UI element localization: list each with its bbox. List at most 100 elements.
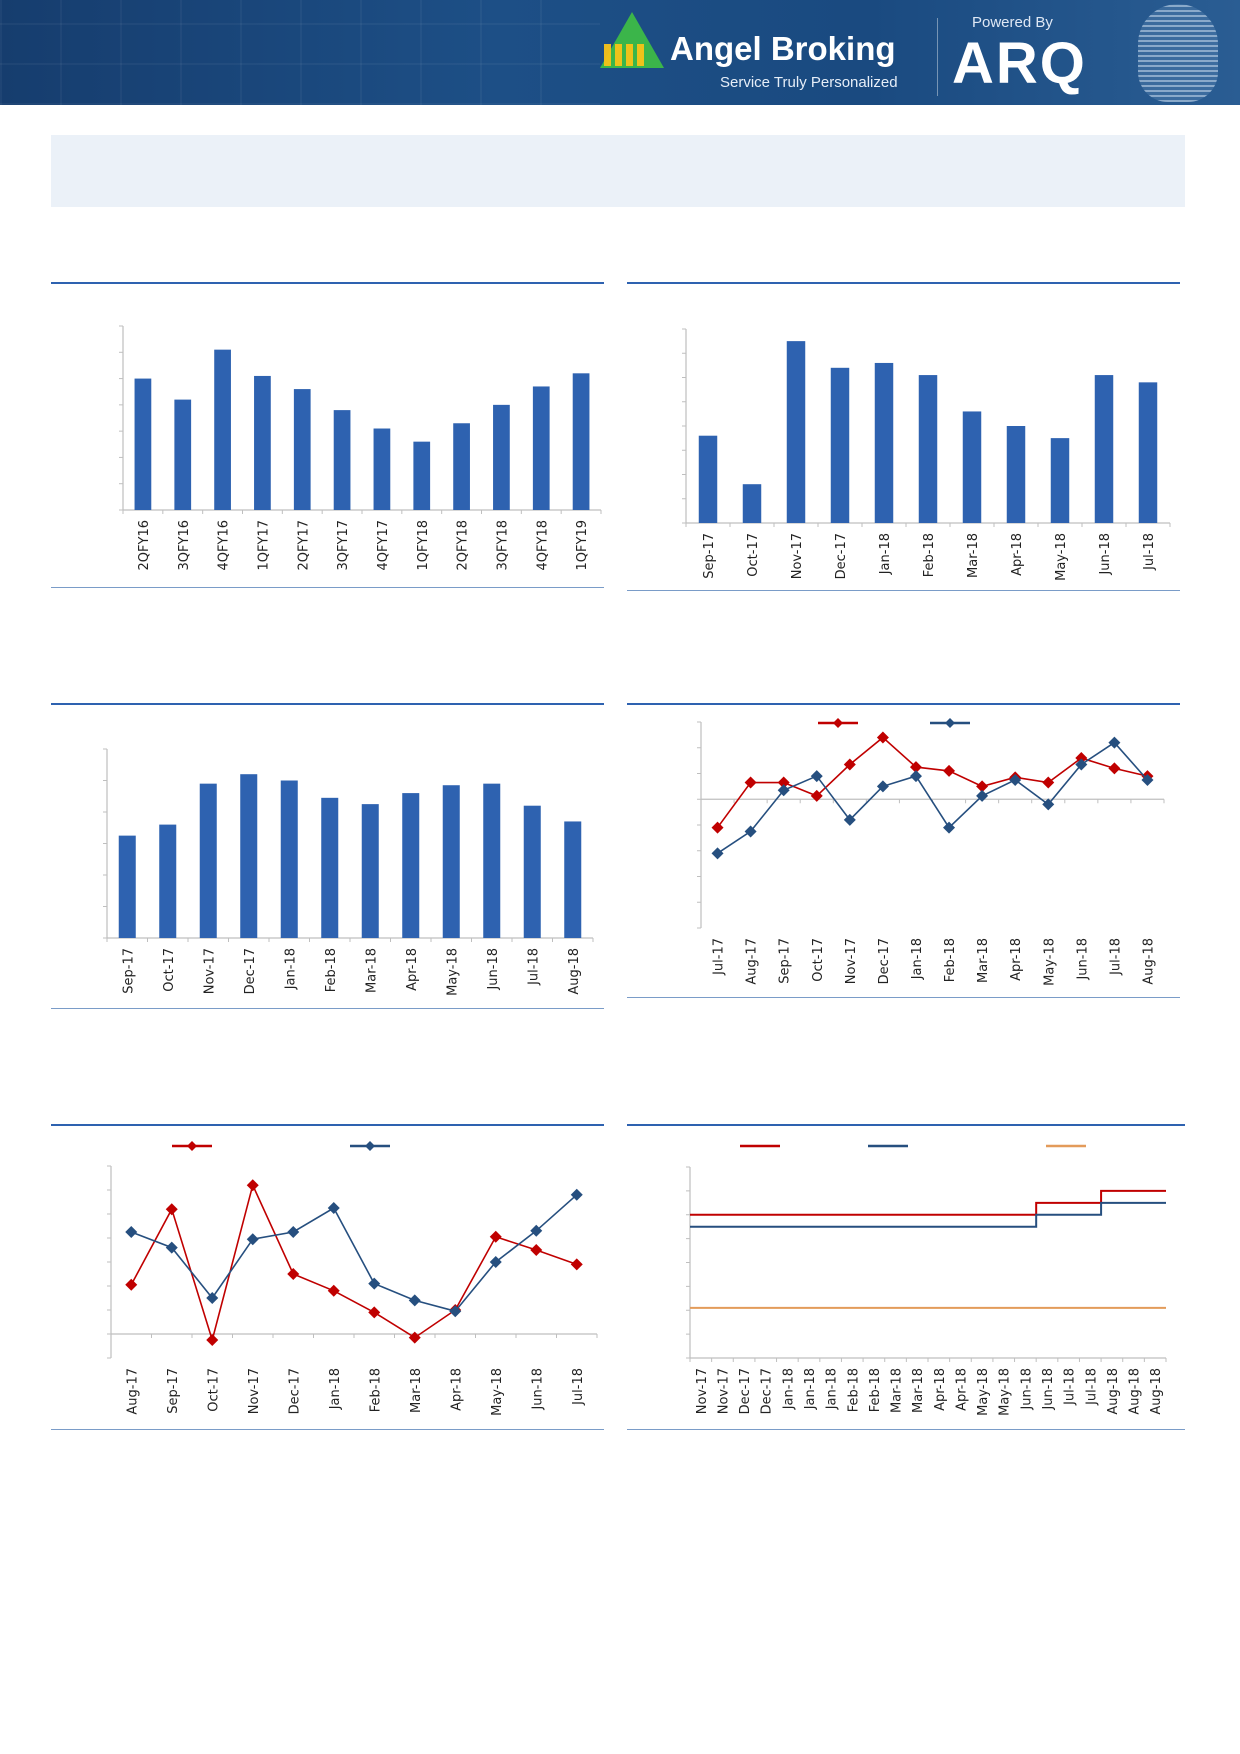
data-point-marker (711, 847, 724, 860)
x-tick-label: Dec-17 (738, 1368, 753, 1414)
x-tick-label: Dec-17 (834, 533, 849, 579)
x-tick-label: May-18 (1054, 533, 1069, 581)
series-line (690, 1189, 1166, 1216)
bar (293, 389, 311, 510)
data-point-marker (976, 789, 989, 802)
data-point-marker (530, 1224, 543, 1237)
data-point-marker (843, 758, 856, 771)
bar (199, 783, 217, 938)
x-tick-label: 3QFY18 (495, 520, 510, 570)
data-point-marker (777, 776, 790, 789)
x-tick-label: Dec-17 (760, 1368, 775, 1414)
x-tick-label: Apr-18 (449, 1368, 464, 1411)
x-tick-label: Oct-17 (746, 533, 761, 577)
panel-6-bottom-rule (627, 1429, 1185, 1430)
data-point-marker (909, 770, 922, 783)
series-line (717, 741, 1149, 854)
x-tick-label: 2QFY16 (137, 520, 152, 570)
arq-logo: ARQ (952, 31, 1087, 96)
panel-5-top-rule (51, 1124, 604, 1126)
bar (373, 428, 391, 510)
data-point-marker (287, 1268, 300, 1280)
x-tick-label: Jul-18 (1142, 533, 1157, 571)
x-tick-label: Sep-17 (778, 938, 793, 984)
bar (413, 441, 431, 510)
x-tick-label: Jun-18 (1098, 533, 1113, 576)
x-tick-label: Dec-17 (877, 938, 892, 984)
x-tick-label: Apr-18 (1009, 938, 1024, 981)
bar (159, 824, 177, 938)
legend-marker (187, 1141, 197, 1151)
panel-4-top-rule (627, 703, 1180, 705)
bar (786, 341, 806, 523)
x-tick-label: Feb-18 (846, 1368, 861, 1412)
bar (1138, 382, 1158, 523)
data-point-marker (810, 770, 823, 783)
logo-dots-icon (604, 44, 648, 66)
page-header: Angel Broking Service Truly Personalized… (0, 0, 1240, 105)
x-tick-label: Jul-18 (1084, 1368, 1099, 1406)
x-tick-label: Feb-18 (943, 938, 958, 982)
x-tick-label: Jan-18 (781, 1368, 796, 1410)
x-tick-label: 1QFY18 (416, 520, 431, 570)
bar (564, 821, 582, 938)
bar (918, 375, 938, 523)
bar (240, 774, 258, 938)
data-point-marker (943, 764, 956, 777)
x-tick-label: Jan-18 (803, 1368, 818, 1410)
x-tick-label: Mar-18 (890, 1368, 905, 1413)
x-tick-label: Aug-17 (745, 938, 760, 985)
x-tick-label: Jul-18 (571, 1368, 586, 1406)
data-point-marker (1108, 762, 1121, 775)
chart-2: Sep-17 Oct-17 Nov-17 Dec-17 Jan-18 Feb-18 Mar-… (682, 328, 1171, 581)
bar (361, 804, 379, 938)
data-point-marker (1075, 758, 1088, 771)
bar (1006, 426, 1026, 523)
bar (874, 362, 894, 523)
x-tick-label: May-18 (998, 1368, 1013, 1416)
panel-1-top-rule (51, 282, 604, 284)
bar (698, 435, 718, 523)
x-tick-label: Sep-17 (702, 533, 717, 579)
x-tick-label: Apr-18 (405, 948, 420, 991)
bar (1094, 375, 1114, 523)
panel-5-bottom-rule (51, 1429, 604, 1430)
data-point-marker (1042, 798, 1055, 811)
x-tick-label: May-18 (976, 1368, 991, 1416)
data-point-marker (489, 1256, 502, 1268)
x-tick-label: Jan-18 (825, 1368, 840, 1410)
x-tick-label: Aug-18 (1106, 1368, 1121, 1415)
data-point-marker (943, 821, 956, 834)
x-tick-label: Oct-17 (162, 948, 177, 992)
bar (118, 835, 136, 938)
chart-4: Jul-17 Aug-17 Sep-17 Oct-17 Nov-17 Dec-17 Jan-… (697, 718, 1165, 986)
x-tick-label: Mar-18 (364, 948, 379, 993)
x-tick-label: Feb-18 (324, 948, 339, 992)
data-point-marker (876, 780, 889, 793)
data-point-marker (449, 1305, 462, 1318)
data-point-marker (165, 1241, 178, 1254)
powered-by-label: Powered By (972, 14, 1053, 31)
x-tick-label: Nov-17 (716, 1368, 731, 1414)
data-point-marker (777, 784, 790, 797)
x-tick-label: 2QFY18 (456, 520, 471, 570)
data-point-marker (843, 813, 856, 826)
panel-2-top-rule (627, 282, 1180, 284)
x-tick-label: Jun-18 (486, 948, 501, 991)
x-tick-label: 4QFY16 (217, 520, 232, 570)
data-point-marker (408, 1294, 421, 1307)
bar (572, 373, 590, 510)
x-tick-label: Jul-18 (526, 948, 541, 986)
data-point-marker (909, 761, 922, 774)
data-point-marker (287, 1226, 300, 1238)
chart-1: 2QFY16 3QFY16 4QFY16 1QFY17 2QFY17 3QFY17 4QFY… (119, 325, 602, 570)
x-tick-label: Jul-18 (1108, 938, 1123, 976)
bar (333, 410, 351, 510)
x-tick-label: Mar-18 (911, 1368, 926, 1413)
x-tick-label: Jul-17 (712, 938, 727, 976)
series-line (130, 1194, 578, 1313)
data-point-marker (246, 1233, 259, 1246)
x-tick-label: Aug-17 (125, 1368, 140, 1415)
x-tick-label: Nov-17 (247, 1368, 262, 1414)
